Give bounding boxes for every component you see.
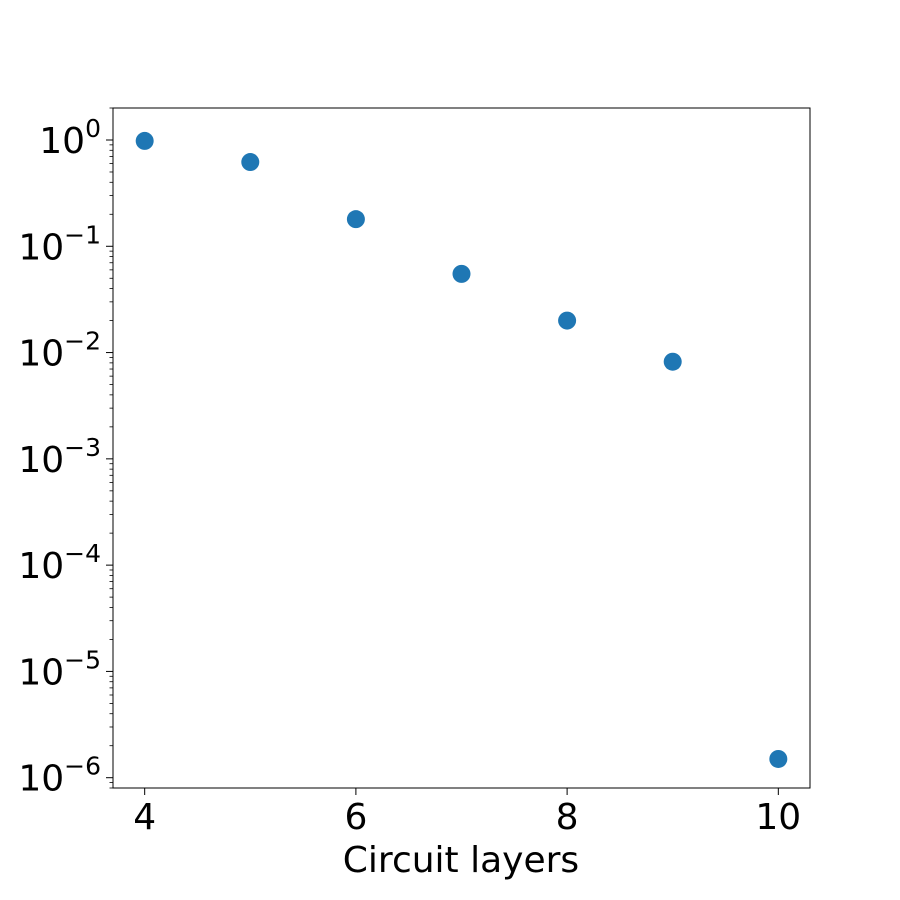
y-tick-label: 10−4 — [18, 539, 101, 587]
data-point-5 — [663, 352, 682, 371]
data-point-6 — [769, 749, 788, 768]
x-tick-label: 6 — [344, 797, 367, 838]
y-tick-label: 10−1 — [18, 220, 101, 268]
x-tick-label: 4 — [133, 797, 156, 838]
data-point-3 — [452, 264, 471, 283]
y-tick-labels: 100 10−1 10−2 10−3 10−4 10−5 10−6 — [18, 114, 101, 800]
x-tick-label: 10 — [755, 797, 801, 838]
y-tick-label: 10−5 — [18, 645, 101, 693]
y-tick-label: 10−3 — [18, 433, 101, 481]
plot-frame — [112, 107, 811, 789]
data-point-0 — [135, 131, 154, 150]
x-tick-labels: 4 6 8 10 — [133, 797, 801, 838]
data-points — [135, 131, 788, 768]
y-minor-ticks — [109, 107, 113, 789]
y-tick-label: 10−6 — [18, 752, 101, 800]
x-axis-label: Circuit layers — [343, 840, 579, 881]
data-point-2 — [346, 210, 365, 229]
data-point-4 — [558, 311, 577, 330]
y-tick-label: 10−2 — [18, 327, 101, 375]
x-tick-label: 8 — [556, 797, 579, 838]
axis-ticks — [106, 139, 779, 795]
data-point-1 — [241, 153, 260, 172]
y-tick-label: 100 — [39, 114, 101, 162]
